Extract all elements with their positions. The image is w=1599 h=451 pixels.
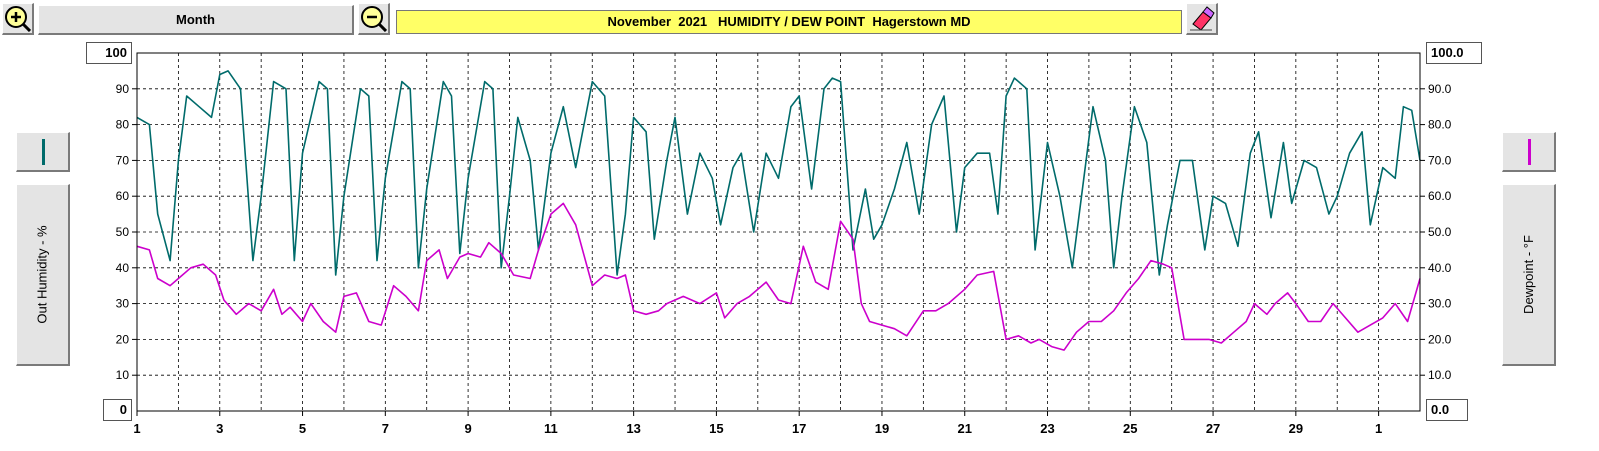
left-axis-ticks: 90 80 70 60 50 40 30 20 10 xyxy=(116,82,137,382)
right-tick-label: 80.0 xyxy=(1428,118,1452,132)
x-tick-label: 3 xyxy=(216,421,223,436)
left-tick-label: 80 xyxy=(116,118,130,132)
left-tick-label: 70 xyxy=(116,153,130,167)
eraser-icon xyxy=(1190,6,1215,31)
dewpoint-series-line xyxy=(136,202,1421,351)
right-axis-max-input[interactable]: 100.0 xyxy=(1426,42,1482,64)
x-tick-label: 1 xyxy=(1375,421,1382,436)
right-axis-label-button[interactable]: Dewpoint - °F xyxy=(1502,184,1556,366)
magnifier-plus-icon xyxy=(5,6,32,33)
humidity-line-icon xyxy=(42,139,45,165)
plot-frame xyxy=(136,52,1421,412)
zoom-in-button[interactable] xyxy=(2,3,34,35)
x-tick-label: 25 xyxy=(1123,421,1137,436)
left-tick-label: 10 xyxy=(116,368,130,382)
left-axis-label-button[interactable]: Out Humidity - % xyxy=(16,184,70,366)
dewpoint-line-icon xyxy=(1528,139,1531,165)
right-tick-label: 50.0 xyxy=(1428,225,1452,239)
x-tick-label: 5 xyxy=(299,421,306,436)
right-axis-min-input[interactable]: 0.0 xyxy=(1426,399,1468,421)
right-tick-label: 10.0 xyxy=(1428,368,1452,382)
eraser-button[interactable] xyxy=(1186,3,1218,35)
right-tick-label: 90.0 xyxy=(1428,82,1452,96)
x-tick-label: 15 xyxy=(709,421,723,436)
x-tick-label: 17 xyxy=(792,421,806,436)
left-axis-max-input[interactable]: 100 xyxy=(86,42,132,64)
x-tick-label: 27 xyxy=(1206,421,1220,436)
x-tick-label: 23 xyxy=(1040,421,1054,436)
right-tick-label: 30.0 xyxy=(1428,297,1452,311)
left-axis-min-input[interactable]: 0 xyxy=(103,399,132,421)
x-tick-label: 7 xyxy=(382,421,389,436)
humidity-legend-swatch[interactable] xyxy=(16,132,70,172)
x-tick-label: 9 xyxy=(464,421,471,436)
humidity-series-line xyxy=(136,70,1421,276)
period-selector-button[interactable]: Month xyxy=(38,5,354,35)
x-tick-label: 1 xyxy=(133,421,140,436)
left-tick-label: 90 xyxy=(116,82,130,96)
magnifier-minus-icon xyxy=(361,6,388,33)
right-tick-label: 60.0 xyxy=(1428,189,1452,203)
zoom-out-button[interactable] xyxy=(358,3,390,35)
x-tick-label: 11 xyxy=(544,421,558,436)
right-tick-label: 40.0 xyxy=(1428,261,1452,275)
right-tick-label: 20.0 xyxy=(1428,332,1452,346)
chart-series xyxy=(136,70,1421,351)
left-tick-label: 50 xyxy=(116,225,130,239)
left-tick-label: 20 xyxy=(116,332,130,346)
right-tick-label: 70.0 xyxy=(1428,153,1452,167)
chart-grid xyxy=(137,53,1420,411)
left-tick-label: 30 xyxy=(116,297,130,311)
left-tick-label: 40 xyxy=(116,261,130,275)
x-tick-label: 29 xyxy=(1289,421,1303,436)
x-axis-ticks: 1 3 5 7 9 11 13 15 17 19 21 23 25 27 29 1 xyxy=(133,411,1382,436)
chart-title: November 2021 HUMIDITY / DEW POINT Hager… xyxy=(396,10,1182,34)
x-tick-label: 13 xyxy=(626,421,640,436)
x-tick-label: 21 xyxy=(958,421,972,436)
dewpoint-legend-swatch[interactable] xyxy=(1502,132,1556,172)
right-axis-ticks: 90.0 80.0 70.0 60.0 50.0 40.0 30.0 20.0 10.0 xyxy=(1420,82,1452,382)
left-tick-label: 60 xyxy=(116,189,130,203)
x-tick-label: 19 xyxy=(875,421,889,436)
